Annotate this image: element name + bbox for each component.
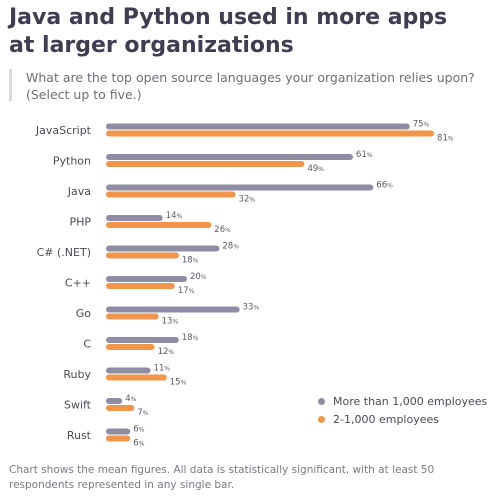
category-label: C++ bbox=[65, 277, 91, 290]
bar-small-org bbox=[106, 344, 155, 350]
data-label: 15% bbox=[170, 378, 187, 388]
bar-small-org bbox=[106, 374, 167, 381]
bar-large-org bbox=[106, 428, 131, 435]
bar-large-org bbox=[106, 245, 220, 252]
chart-subtitle: What are the top open source languages y… bbox=[26, 70, 475, 102]
data-label: 17% bbox=[178, 286, 195, 296]
data-label: 14% bbox=[166, 211, 183, 221]
bar-small-org bbox=[106, 222, 212, 228]
bar-large-org bbox=[106, 337, 179, 343]
category-label: PHP bbox=[69, 216, 91, 229]
category-label: Ruby bbox=[63, 368, 91, 381]
data-label: 61% bbox=[356, 150, 373, 160]
legend-label-small: 2-1,000 employees bbox=[333, 412, 439, 426]
legend-label-large: More than 1,000 employees bbox=[333, 394, 488, 408]
bar-large-org bbox=[106, 367, 151, 374]
bar-small-org bbox=[106, 191, 236, 198]
data-label: 20% bbox=[190, 272, 207, 282]
bar-small-org bbox=[106, 252, 179, 259]
bar-small-org bbox=[106, 130, 435, 137]
legend-swatch-large bbox=[318, 397, 325, 405]
data-label: 7% bbox=[137, 408, 148, 418]
data-label: 33% bbox=[243, 303, 260, 313]
bar-large-org bbox=[106, 398, 123, 404]
data-label: 75% bbox=[413, 120, 430, 130]
data-label: 18% bbox=[182, 256, 199, 266]
bar-small-org bbox=[106, 313, 159, 320]
chart-footnote: Chart shows the mean figures. All data i… bbox=[9, 464, 435, 491]
bar-small-org bbox=[106, 435, 131, 442]
legend-item-large: More than 1,000 employees bbox=[318, 392, 487, 410]
category-label: C bbox=[83, 338, 91, 351]
data-label: 12% bbox=[158, 347, 175, 357]
bar-large-org bbox=[106, 184, 374, 191]
category-label: Rust bbox=[67, 429, 92, 442]
data-label: 49% bbox=[307, 164, 324, 174]
data-label: 18% bbox=[182, 333, 199, 343]
subtitle-accent-bar bbox=[9, 69, 12, 101]
chart-legend: More than 1,000 employees 2-1,000 employ… bbox=[318, 392, 487, 428]
category-label: JavaScript bbox=[35, 124, 92, 137]
legend-item-small: 2-1,000 employees bbox=[318, 410, 487, 428]
category-label: C# (.NET) bbox=[37, 246, 91, 259]
data-label: 26% bbox=[214, 225, 231, 235]
category-label: Python bbox=[53, 155, 91, 168]
data-label: 13% bbox=[162, 317, 179, 327]
data-label: 66% bbox=[376, 181, 393, 191]
bar-large-org bbox=[106, 154, 354, 160]
chart-title: Java and Python used in more apps at lar… bbox=[9, 5, 448, 58]
data-label: 81% bbox=[437, 134, 454, 144]
data-label: 32% bbox=[239, 195, 256, 205]
bar-large-org bbox=[106, 123, 410, 130]
category-label: Java bbox=[67, 185, 91, 198]
bar-chart: JavaScript 75% 81% Python 61% 49% Java 66% 32% PH… bbox=[35, 120, 454, 449]
bar-small-org bbox=[106, 283, 175, 289]
bar-large-org bbox=[106, 215, 163, 221]
category-label: Go bbox=[76, 307, 92, 320]
bar-small-org bbox=[106, 161, 305, 167]
bar-large-org bbox=[106, 306, 240, 313]
data-label: 6% bbox=[133, 425, 144, 435]
legend-swatch-small bbox=[318, 415, 325, 423]
data-label: 11% bbox=[154, 364, 171, 374]
category-label: Swift bbox=[64, 399, 92, 412]
data-label: 28% bbox=[222, 242, 239, 252]
data-label: 6% bbox=[133, 439, 144, 449]
bar-large-org bbox=[106, 276, 187, 282]
bar-small-org bbox=[106, 405, 135, 411]
data-label: 4% bbox=[125, 394, 136, 404]
